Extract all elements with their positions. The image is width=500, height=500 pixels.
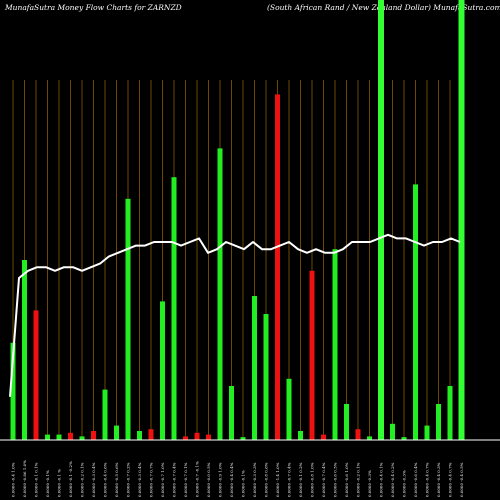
money-flow-bar: [344, 404, 349, 440]
money-flow-bar: [45, 434, 50, 440]
x-tick-label: 0.0000 -0.6 0.4%: [413, 462, 418, 497]
money-flow-bar: [401, 437, 407, 440]
money-flow-bar: [458, 0, 465, 440]
x-tick-label: 0.0000 -0.4 0.7%: [448, 462, 453, 497]
x-tick-label: 0.0000 -0.1 %: [57, 469, 62, 497]
money-flow-bar: [22, 260, 27, 440]
x-tick-label: 0.0000 -0.7 0.1%: [183, 462, 188, 497]
money-flow-bar: [240, 437, 246, 440]
money-flow-bar: [229, 386, 234, 440]
money-flow-bar: [217, 148, 223, 440]
money-flow-bar: [183, 436, 188, 440]
money-flow-bar: [424, 425, 430, 440]
money-flow-bar: [102, 389, 108, 440]
x-tick-label: 0.0000 -0.3%: [402, 470, 407, 497]
money-flow-bar: [413, 184, 418, 440]
money-flow-bar: [171, 177, 177, 440]
x-tick-label: 0.0000 -0.4 0.7%: [425, 462, 430, 497]
money-flow-bar: [206, 434, 211, 440]
x-tick-label: 0.0000 -0.4 0.1%: [379, 462, 384, 497]
x-tick-label: 0.0000 -0.6 1.0%: [344, 462, 349, 497]
x-tick-label: 0.0000 -0.4 0.6%: [103, 462, 108, 497]
money-flow-bar: [114, 425, 119, 440]
x-tick-label: 0.0000 -0.7 1.0%: [160, 462, 165, 497]
money-flow-bar: [367, 436, 372, 440]
x-tick-label: 0.0000 -0.4 0.5%: [459, 462, 464, 497]
x-tick-label: 0.0000 -0.0 0.5%: [206, 462, 211, 497]
x-tick-label: 0.0000 -0.7 -0.1%: [195, 461, 200, 497]
money-flow-bar: [194, 432, 200, 440]
money-flow-bar: [68, 432, 73, 440]
x-tick-label: 0.0000 -0.5 0.6%: [114, 462, 119, 497]
money-flow-bar: [10, 342, 16, 440]
money-flow-bar: [321, 434, 326, 440]
x-tick-label: 0.0000 -0.7 0.7%: [149, 462, 154, 497]
money-flow-bar: [160, 301, 165, 440]
money-flow-bar: [286, 378, 292, 440]
money-flow-bar: [436, 404, 441, 440]
x-tick-label: 0.0000 -0.1%: [241, 470, 246, 497]
money-flow-bar: [137, 431, 142, 440]
x-tick-label: 0.0000 -0.4 0.2%: [390, 462, 395, 497]
x-tick-label: 0.0000 -0.4 0.4%: [229, 462, 234, 497]
x-tick-label: 0.0000 -0.7 0.4%: [321, 462, 326, 497]
x-tick-label: 0.0000 -0.3 0.3%: [252, 462, 257, 497]
money-flow-bar: [355, 429, 361, 440]
x-tick-label: 0.0000 -0.1 -0.2%: [68, 461, 73, 497]
money-flow-bar: [125, 198, 131, 440]
x-tick-label: 0.0000 -0.6 0.5%: [333, 462, 338, 497]
x-tick-label: 0.0000 -0.1%: [45, 470, 50, 497]
money-flow-bar: [91, 431, 96, 440]
money-flow-bar: [390, 423, 395, 440]
money-flow-bar: [332, 249, 338, 440]
x-tick-label: 0.0000 -0.86 1.0%: [22, 460, 27, 497]
x-tick-label: 0.0000 -0.3%: [367, 470, 372, 497]
x-tick-label: 0.0000 -0.1 0.1%: [34, 462, 39, 497]
money-flow-bar: [79, 436, 85, 440]
money-flow-bar: [148, 429, 154, 440]
money-flow-bar: [33, 310, 39, 440]
money-flow-bar: [252, 296, 257, 440]
x-tick-label: 0.0000 -0.8 0.6%: [264, 462, 269, 497]
money-flow-bar: [275, 94, 280, 441]
x-tick-label: 0.0000 -0.4 0.3%: [436, 462, 441, 497]
x-tick-label: 0.0000 -0.1 0.2%: [298, 462, 303, 497]
x-tick-label: 0.0000 -0.7 0.2%: [126, 462, 131, 497]
x-tick-label: 0.0000 -0.8 1.0%: [310, 462, 315, 497]
money-flow-bars: [10, 0, 465, 441]
x-tick-label: 0.0000 -0.3 0.4%: [91, 462, 96, 497]
money-flow-bar: [378, 0, 384, 440]
x-tick-labels: 0.0000 -0.4 1.0% 0.0000 -0.86 1.0% 0.0000 …: [11, 460, 465, 497]
chart-title-left: MunafaSutra Money Flow Charts for ZARNZD: [4, 3, 182, 12]
x-tick-label: 0.0000 -0.4 1.0%: [11, 462, 16, 497]
money-flow-bar: [56, 434, 62, 440]
money-flow-bar: [447, 386, 453, 440]
money-flow-bar: [298, 431, 303, 440]
x-tick-label: 0.0000 -0.7 0.4%: [172, 462, 177, 497]
x-tick-label: 0.0000 -0.2 0.1%: [356, 462, 361, 497]
x-tick-label: 0.0000 -0.7 0.4%: [287, 462, 292, 497]
money-flow-bar: [309, 270, 315, 440]
x-tick-label: 0.0000 -0.3 0.4%: [137, 462, 142, 497]
x-tick-label: 0.0000 -0.2 0.1%: [80, 462, 85, 497]
x-tick-label: 0.0000 -1.4 1.0%: [275, 462, 280, 497]
price-line: [9, 233, 461, 397]
money-flow-bar: [263, 314, 269, 440]
x-tick-label: 0.0000 -0.9 1.0%: [218, 462, 223, 497]
price-line-group: [9, 233, 461, 397]
